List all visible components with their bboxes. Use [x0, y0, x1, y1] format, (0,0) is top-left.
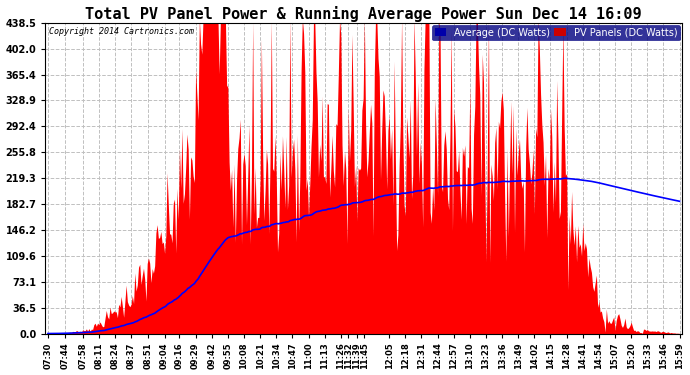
Legend: Average (DC Watts), PV Panels (DC Watts): Average (DC Watts), PV Panels (DC Watts) [432, 25, 680, 40]
Title: Total PV Panel Power & Running Average Power Sun Dec 14 16:09: Total PV Panel Power & Running Average P… [86, 6, 642, 21]
Text: Copyright 2014 Cartronics.com: Copyright 2014 Cartronics.com [48, 27, 194, 36]
